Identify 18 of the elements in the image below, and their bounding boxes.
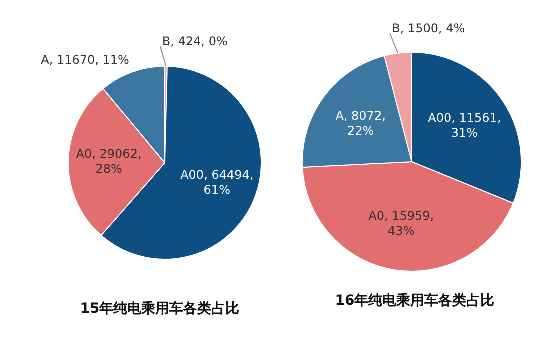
data-label: , 424, 0% (170, 34, 228, 49)
data-label: , 64494, 61% (204, 168, 254, 197)
slice-label: A0 (76, 146, 92, 161)
data-label: , 11670, 11% (49, 52, 130, 67)
slice-label: A (41, 52, 50, 67)
slice-label: B (162, 34, 171, 49)
slice-label: A0 (368, 209, 384, 224)
data-label: , 29062, 28% (92, 146, 142, 176)
slice-label: A00 (428, 111, 452, 126)
data-label: , 8072, 22% (344, 109, 386, 138)
slice-label: B (392, 22, 400, 36)
data-label: , 15959, 43% (384, 209, 434, 238)
slice-label: A00 (180, 168, 204, 182)
data-label: , 11561, 31% (451, 111, 502, 140)
slice-label: A (336, 109, 345, 124)
text: 15年纯电乘用车各类占比 (80, 300, 240, 318)
data-label: , 1500, 4% (400, 22, 466, 36)
text: 16年纯电乘用车各类占比 (335, 292, 495, 310)
